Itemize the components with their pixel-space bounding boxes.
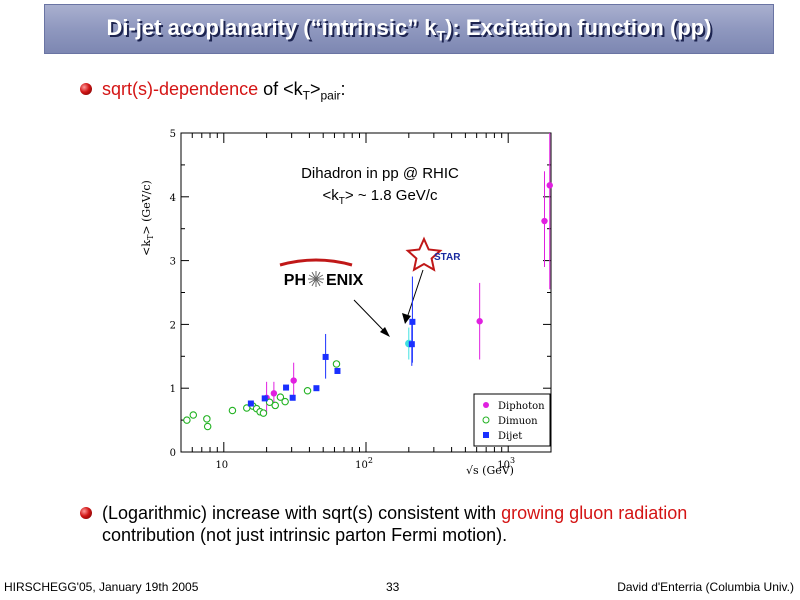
- data-point: [334, 367, 341, 374]
- data-point: [283, 384, 290, 391]
- bullet-item: sqrt(s)-dependence of <kT>pair:: [80, 78, 346, 107]
- legend-marker: [482, 416, 490, 424]
- burst-ray: [311, 271, 317, 280]
- bullet-icon: [80, 507, 92, 519]
- data-point: [322, 353, 329, 360]
- y-tick-label: 2: [170, 320, 176, 331]
- data-point: [247, 400, 254, 407]
- bullet-item: (Logarithmic) increase with sqrt(s) cons…: [80, 502, 760, 546]
- data-point: [276, 393, 285, 401]
- y-tick-label: 4: [170, 193, 176, 204]
- data-point: [289, 394, 296, 401]
- phenix-logo-text: PH: [284, 272, 306, 289]
- phenix-logo-text: ENIX: [326, 272, 364, 289]
- data-point: [408, 341, 415, 348]
- data-point: [265, 398, 274, 406]
- legend-label: Dimuon: [498, 416, 538, 427]
- burst-ray: [315, 271, 321, 280]
- x-tick-label: 102: [355, 456, 373, 471]
- data-point: [332, 360, 341, 368]
- y-tick-label: 0: [170, 448, 176, 459]
- x-axis-label: √s (GeV): [466, 464, 514, 477]
- burst-ray: [308, 274, 317, 280]
- footer-right: David d'Enterria (Columbia Univ.): [617, 580, 794, 594]
- star-arrow: [406, 269, 424, 319]
- phenix-wing: [279, 258, 353, 267]
- bullet-icon: [80, 83, 92, 95]
- burst-ray: [315, 278, 324, 284]
- footer-page-number: 33: [386, 580, 400, 594]
- data-point: [261, 395, 268, 402]
- data-point: [189, 411, 198, 419]
- y-axis-label: <kT> (GeV/c): [140, 180, 155, 256]
- scatter-chart: 0 1 2 3 4 5 10 102 103√s (GeV) <kT> (GeV/c) Dihadr…: [140, 129, 553, 477]
- y-tick-label: 1: [170, 384, 176, 395]
- annotation-text: <kT> ~ 1.8 GeV/c: [323, 187, 438, 207]
- y-tick-label: 5: [170, 129, 176, 140]
- star-arrowhead: [402, 313, 411, 324]
- annotation-text: Dihadron in pp @ RHIC: [301, 165, 459, 182]
- data-point: [203, 422, 212, 431]
- burst-ray: [311, 278, 317, 287]
- burst-ray: [315, 278, 321, 287]
- phenix-burst-icon: [308, 271, 324, 287]
- star-logo-icon: [405, 236, 443, 272]
- x-tick-label: 103: [497, 456, 515, 471]
- legend-marker: [483, 402, 489, 408]
- slide-title-bar: Di-jet acoplanarity (“intrinsic” kT): Ex…: [44, 4, 774, 54]
- phenix-arrowhead: [380, 327, 390, 337]
- data-point: [281, 397, 289, 406]
- y-tick-label: 3: [170, 257, 176, 268]
- data-point: [271, 401, 279, 410]
- burst-ray: [308, 278, 317, 284]
- data-point: [541, 217, 548, 225]
- data-point: [303, 387, 312, 395]
- data-point: [203, 415, 211, 423]
- data-point: [270, 390, 278, 397]
- phenix-arrow: [353, 299, 387, 334]
- legend-marker: [483, 432, 489, 438]
- bullet-text: (Logarithmic) increase with sqrt(s) cons…: [102, 503, 688, 545]
- footer-left: HIRSCHEGG'05, January 19th 2005: [4, 580, 199, 594]
- x-tick-label: 10: [215, 460, 228, 471]
- bullet-text: sqrt(s)-dependence of <kT>pair:: [102, 79, 346, 103]
- legend-label: Dijet: [498, 431, 522, 442]
- slide-title: Di-jet acoplanarity (“intrinsic” kT): Ex…: [106, 14, 712, 44]
- data-point: [313, 385, 320, 392]
- data-point: [546, 182, 553, 189]
- data-point: [409, 318, 416, 325]
- data-point: [259, 409, 268, 417]
- star-logo-text: STAR: [434, 252, 461, 263]
- data-point: [183, 416, 191, 424]
- data-point: [290, 377, 297, 384]
- data-point: [228, 406, 237, 415]
- burst-ray: [315, 274, 324, 280]
- data-point: [476, 318, 483, 325]
- legend-label: Diphoton: [498, 401, 545, 412]
